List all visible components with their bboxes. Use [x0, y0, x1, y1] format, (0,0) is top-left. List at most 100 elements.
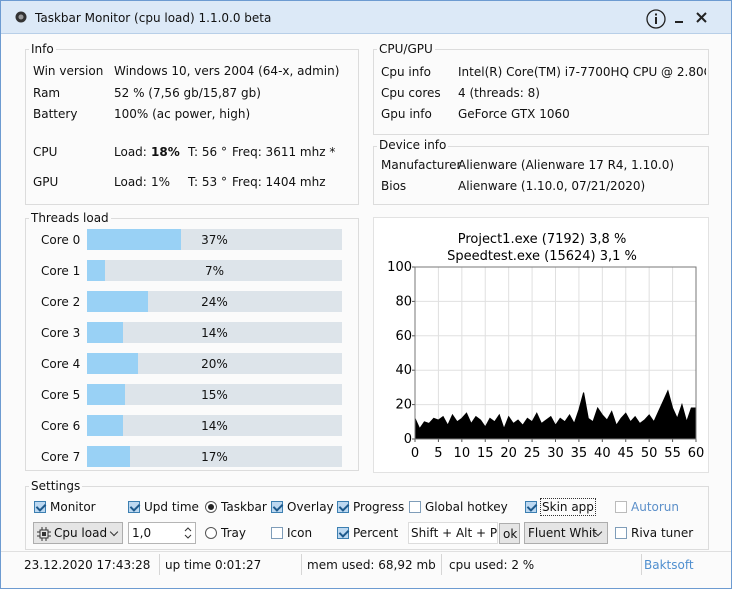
status-separator: [301, 554, 302, 575]
checkbox[interactable]: [34, 501, 46, 513]
core-track: [87, 260, 342, 281]
cpu-gpu-label: Cpu cores: [381, 86, 441, 100]
core-value: 14%: [201, 326, 228, 340]
info-group: [25, 49, 359, 205]
core-label: Core 6: [41, 419, 81, 433]
info-label: Win version: [33, 64, 104, 78]
info-value: 100% (ac power, high): [114, 107, 251, 121]
x-tick-label: 15: [477, 446, 494, 461]
x-tick-label: 60: [688, 446, 705, 461]
core-track: [87, 291, 342, 312]
minimize-button[interactable]: [673, 9, 687, 25]
select-text: Cpu load: [54, 526, 108, 540]
graph-subtitle: Speedtest.exe (15624) 3,1 %: [447, 249, 637, 264]
cpu-load: 18%: [151, 145, 180, 159]
y-tick-label: 20: [395, 398, 412, 413]
x-tick-label: 5: [434, 446, 442, 461]
core-track: [87, 353, 342, 374]
checkbox[interactable]: [128, 501, 140, 513]
core-track: [87, 415, 342, 436]
interval-spinner[interactable]: 1,0: [128, 522, 196, 544]
gpu-load: 1%: [151, 175, 171, 189]
monitor-select[interactable]: Cpu load: [33, 522, 123, 544]
about-button[interactable]: [646, 9, 668, 31]
core-value: 37%: [201, 233, 228, 247]
checkbox-label: Overlay: [287, 500, 334, 514]
status-mem: mem used: 68,92 mb: [307, 558, 436, 572]
cpu-graph: Project1.exe (7192) 3,8 % Speedtest.exe (…: [387, 232, 705, 461]
core-bar: [87, 229, 182, 250]
close-button[interactable]: [695, 11, 709, 25]
cpu-freq: Freq: 3611 mhz *: [232, 145, 336, 159]
hotkey-text: Shift + Alt + P: [411, 526, 498, 540]
x-tick-label: 30: [547, 446, 564, 461]
core-bar: [87, 260, 105, 281]
core-value: 15%: [201, 388, 228, 402]
gpu-freq: Freq: 1404 mhz: [232, 175, 326, 189]
checkbox-label: Progress: [353, 500, 405, 514]
cpu-temp: T: 56 °: [188, 145, 227, 159]
checkbox[interactable]: [337, 527, 349, 539]
checkbox-label: Upd time: [144, 500, 199, 514]
x-tick-label: 10: [454, 446, 471, 461]
checkbox-label: Riva tuner: [631, 526, 694, 540]
info-label: Ram: [33, 86, 61, 100]
y-tick-label: 100: [387, 260, 412, 275]
core-value: 20%: [201, 357, 228, 371]
gpu-temp: T: 53 °: [188, 175, 227, 189]
chip-icon: [37, 527, 51, 541]
core-label: Core 0: [41, 233, 81, 247]
y-tick-label: 80: [395, 294, 412, 309]
cpu-gpu-value: Intel(R) Core(TM) i7-7700HQ CPU @ 2.80GH: [458, 65, 706, 79]
group-title: Info: [29, 42, 56, 56]
cpu-gpu-value: 4 (threads: 8): [458, 86, 540, 100]
status-separator: [441, 554, 442, 575]
hotkey-ok-button[interactable]: ok: [499, 523, 520, 544]
select-text: Fluent Whit: [528, 526, 597, 540]
device-label: Manufacturer: [381, 158, 462, 172]
checkbox-label: Icon: [287, 526, 313, 540]
radio-button[interactable]: [205, 527, 217, 539]
core-bar: [87, 291, 149, 312]
spinner-arrows[interactable]: [183, 525, 193, 541]
core-bar: [87, 446, 131, 467]
info-value: 52 % (7,56 gb/15,87 gb): [114, 86, 261, 100]
checkbox[interactable]: [525, 501, 537, 513]
dropdown-arrow: [109, 527, 119, 537]
x-tick-label: 45: [617, 446, 634, 461]
status-cpu: cpu used: 2 %: [449, 558, 535, 572]
checkbox[interactable]: [615, 501, 627, 513]
group-title: CPU/GPU: [377, 42, 435, 56]
core-bar: [87, 353, 138, 374]
x-tick-label: 40: [594, 446, 611, 461]
radio-button[interactable]: [205, 501, 217, 513]
checkbox-label: Monitor: [50, 500, 96, 514]
core-value: 7%: [204, 264, 225, 278]
info-label: GPU: [33, 175, 59, 189]
device-label: Bios: [381, 179, 407, 193]
checkbox[interactable]: [271, 527, 283, 539]
checkbox[interactable]: [337, 501, 349, 513]
checkbox-label: Autorun: [631, 500, 680, 514]
x-tick-label: 0: [411, 446, 419, 461]
y-tick-label: 40: [395, 363, 412, 378]
hotkey-field[interactable]: Shift + Alt + P: [408, 522, 498, 544]
skin-select[interactable]: Fluent Whit: [524, 522, 608, 544]
checkbox[interactable]: [615, 527, 627, 539]
load-label: Load:: [114, 145, 147, 159]
checkbox-label: Percent: [353, 526, 399, 540]
status-link[interactable]: Baktsoft: [644, 558, 694, 572]
checkbox[interactable]: [409, 501, 421, 513]
core-label: Core 2: [41, 295, 81, 309]
checkbox[interactable]: [271, 501, 283, 513]
plot-frame: [414, 266, 697, 440]
group-title: Threads load: [29, 211, 111, 225]
checkbox-label: Global hotkey: [425, 500, 508, 514]
spinner-text: 1,0: [132, 526, 152, 540]
info-label: Battery: [33, 107, 78, 121]
status-uptime: up time 0:01:27: [165, 558, 262, 572]
graph-title: Project1.exe (7192) 3,8 %: [458, 232, 627, 247]
graph-panel: Project1.exe (7192) 3,8 % Speedtest.exe (…: [373, 217, 709, 473]
cpu-gpu-value: GeForce GTX 1060: [458, 107, 570, 121]
core-label: Core 3: [41, 326, 81, 340]
